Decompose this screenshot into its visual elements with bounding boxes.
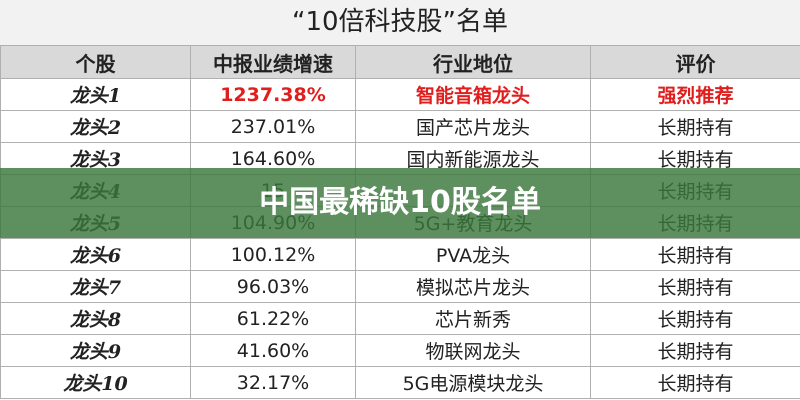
position-cell: 芯片新秀 <box>355 302 591 335</box>
rating-cell: 长期持有 <box>590 334 800 367</box>
growth-cell: 237.01% <box>190 110 356 143</box>
column-header: 个股 <box>0 45 191 79</box>
rating-cell: 长期持有 <box>590 110 800 143</box>
table-row: 龙头7 96.03% 模拟芯片龙头 长期持有 <box>0 270 800 303</box>
position-cell: 模拟芯片龙头 <box>355 270 591 303</box>
stock-cell: 龙头8 <box>0 302 191 335</box>
rating-cell: 长期持有 <box>590 270 800 303</box>
table-row: 龙头9 41.60% 物联网龙头 长期持有 <box>0 334 800 367</box>
stock-cell: 龙头2 <box>0 110 191 143</box>
position-cell: 国产芯片龙头 <box>355 110 591 143</box>
table-row: 龙头8 61.22% 芯片新秀 长期持有 <box>0 302 800 335</box>
table-row: 龙头10 32.17% 5G电源模块龙头 长期持有 <box>0 366 800 399</box>
title: “10倍科技股”名单 <box>0 0 800 45</box>
position-cell: PVA龙头 <box>355 238 591 271</box>
position-cell: 智能音箱龙头 <box>355 78 591 111</box>
stock-cell: 龙头7 <box>0 270 191 303</box>
header-row: 个股 中报业绩增速 行业地位 评价 <box>0 45 800 79</box>
rating-cell: 长期持有 <box>590 302 800 335</box>
table-row: 龙头6 100.12% PVA龙头 长期持有 <box>0 238 800 271</box>
growth-cell: 32.17% <box>190 366 356 399</box>
position-cell: 物联网龙头 <box>355 334 591 367</box>
rating-cell: 长期持有 <box>590 366 800 399</box>
stock-cell: 龙头6 <box>0 238 191 271</box>
growth-cell: 100.12% <box>190 238 356 271</box>
table-row: 龙头2 237.01% 国产芯片龙头 长期持有 <box>0 110 800 143</box>
growth-cell: 61.22% <box>190 302 356 335</box>
rating-cell: 长期持有 <box>590 238 800 271</box>
table-row: 龙头1 1237.38% 智能音箱龙头 强烈推荐 <box>0 78 800 111</box>
rating-cell: 强烈推荐 <box>590 78 800 111</box>
growth-cell: 96.03% <box>190 270 356 303</box>
growth-cell: 1237.38% <box>190 78 356 111</box>
column-header: 行业地位 <box>355 45 591 79</box>
banner: 中国最稀缺10股名单 <box>0 168 800 238</box>
column-header: 评价 <box>590 45 800 79</box>
growth-cell: 41.60% <box>190 334 356 367</box>
table-body: 龙头1 1237.38% 智能音箱龙头 强烈推荐 龙头2 237.01% 国产芯片龙头 长期持… <box>0 78 800 399</box>
position-cell: 5G电源模块龙头 <box>355 366 591 399</box>
stock-cell: 龙头9 <box>0 334 191 367</box>
stock-cell: 龙头1 <box>0 78 191 111</box>
stock-cell: 龙头10 <box>0 366 191 399</box>
column-header: 中报业绩增速 <box>190 45 356 79</box>
